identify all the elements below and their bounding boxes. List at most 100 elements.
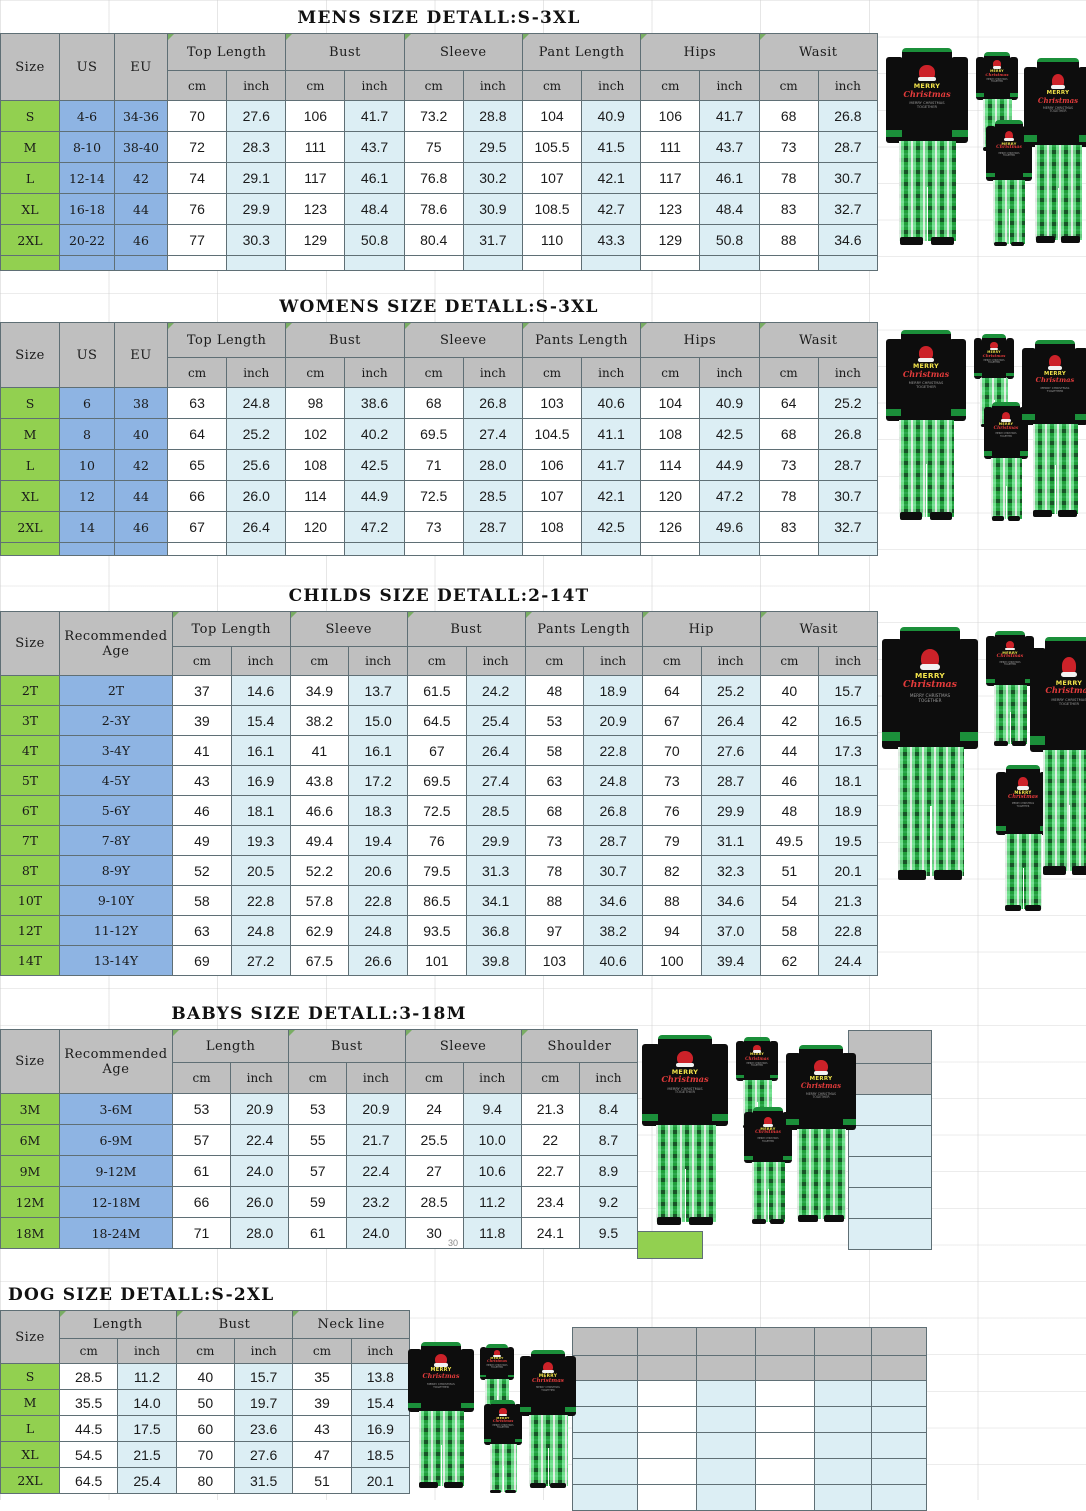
cell-measure: 107 — [521, 480, 583, 512]
cell-measure: 30.7 — [817, 480, 879, 512]
cell-measure: 16.1 — [230, 735, 291, 766]
cell-size: 5T — [0, 765, 60, 796]
cell-measure: 46 — [759, 765, 820, 796]
cell-size: S — [0, 100, 60, 132]
cell-measure: 34.6 — [817, 224, 879, 256]
cell-size: 2XL — [0, 224, 60, 256]
cell-measure: 9.4 — [462, 1093, 522, 1125]
cell-measure: 103 — [524, 945, 585, 976]
cell-size: M — [0, 131, 60, 163]
cell-measure: 78.6 — [403, 193, 464, 225]
cell-measure: 16.1 — [348, 735, 408, 766]
cell-eu: 46 — [114, 511, 168, 543]
cell-measure: 11.2 — [117, 1363, 177, 1390]
cell-measure: 29.5 — [462, 131, 523, 163]
table-row: 10T 9-10Y 58 22.8 57.8 22.8 86.5 34.1 88 34.6 88 34… — [0, 885, 878, 916]
cell-measure: 46.1 — [344, 162, 405, 194]
stray-cell-value: 30 — [448, 1238, 459, 1248]
cell-measure: 38.6 — [344, 387, 405, 419]
cell-measure: 35.5 — [58, 1389, 119, 1416]
cell-measure: 67.5 — [289, 945, 350, 976]
cell-measure: 100 — [642, 945, 702, 976]
measure-header-bust: Bust — [407, 611, 526, 647]
cell-measure: 26.4 — [465, 735, 526, 766]
cell-measure: 68 — [524, 795, 585, 826]
cell-measure: 72 — [166, 131, 228, 163]
col-header-us: US — [59, 33, 115, 101]
table-row: 14T 13-14Y 69 27.2 67.5 26.6 101 39.8 103 40.6 100… — [0, 945, 878, 976]
cell-measure: 61 — [288, 1217, 348, 1249]
table-row: L 44.5 17.5 60 23.6 43 16.9 — [0, 1415, 411, 1442]
cell-measure: 58 — [172, 885, 232, 916]
cell-measure: 28.7 — [700, 765, 761, 796]
cell-measure: 75 — [403, 131, 464, 163]
cell-us: 12-14 — [59, 162, 115, 194]
measure-header-bust: Bust — [285, 322, 405, 358]
unit-header-cm: cm — [285, 357, 346, 388]
cell-measure: 40 — [759, 675, 820, 706]
cell-measure: 32.3 — [700, 855, 761, 886]
cell-measure: 63 — [166, 387, 228, 419]
cell-empty — [59, 255, 115, 271]
cell-measure: 40.9 — [699, 387, 760, 419]
cell-size: 4T — [0, 735, 60, 766]
cell-measure: 52 — [172, 855, 232, 886]
unit-header-cm: cm — [166, 70, 228, 101]
product-photo-womens: MERRY Christmas MERRY CHRISTMAS TOGETHER ME… — [884, 320, 1086, 550]
unit-header-cm: cm — [520, 1062, 580, 1094]
cell-measure: 41 — [172, 735, 232, 766]
table-dog-overflow — [572, 1327, 927, 1511]
cell-measure: 25.4 — [117, 1467, 177, 1494]
col-header-recommended-age: Recommended Age — [59, 1029, 173, 1094]
cell-measure: 26.8 — [817, 100, 879, 132]
table-row: S 4-6 34-36 70 27.6 106 41.7 73.2 28.8 104 40.9 106… — [0, 100, 879, 132]
cell-measure: 37.0 — [700, 915, 761, 946]
table-row: S 6 38 63 24.8 98 38.6 68 26.8 103 40.6 104 40.9 64 25… — [0, 387, 879, 419]
cell-measure: 29.9 — [700, 795, 761, 826]
section-womens: WOMENS SIZE DETALL:S-3XL Size US EU Top Len… — [0, 297, 879, 556]
cell-recommended-age: 8-9Y — [59, 855, 173, 886]
cell-measure: 64 — [642, 675, 702, 706]
table-row: M 35.5 14.0 50 19.7 39 15.4 — [0, 1389, 411, 1416]
cell-measure: 50 — [175, 1389, 235, 1416]
cell-measure: 8.4 — [578, 1093, 639, 1125]
stray-green-cell — [637, 1231, 703, 1259]
unit-header-cm: cm — [524, 646, 585, 676]
cell-us: 8-10 — [59, 131, 115, 163]
cell-measure: 18.5 — [350, 1441, 411, 1468]
measure-header-sleeve: Sleeve — [289, 611, 408, 647]
cell-measure: 58 — [524, 735, 585, 766]
cell-measure: 64.5 — [58, 1467, 119, 1494]
cell-empty — [640, 255, 701, 271]
cell-empty — [285, 255, 346, 271]
cell-us: 4-6 — [59, 100, 115, 132]
cell-measure: 78 — [758, 480, 819, 512]
cell-recommended-age: 9-10Y — [59, 885, 173, 916]
cell-measure: 16.9 — [230, 765, 291, 796]
cell-measure: 14.0 — [117, 1389, 177, 1416]
cell-empty — [226, 542, 287, 556]
cell-measure: 21.5 — [117, 1441, 177, 1468]
cell-measure: 53 — [524, 705, 585, 736]
section-title-mens: MENS SIZE DETALL:S-3XL — [297, 8, 581, 28]
cell-measure: 21.3 — [520, 1093, 580, 1125]
cell-measure: 28.5 — [462, 480, 523, 512]
cell-measure: 24.4 — [818, 945, 878, 976]
cell-eu: 42 — [114, 449, 168, 481]
unit-header-cm: cm — [403, 357, 464, 388]
cell-measure: 86.5 — [407, 885, 467, 916]
cell-measure: 106 — [640, 100, 701, 132]
unit-header-cm: cm — [285, 70, 346, 101]
cell-measure: 34.1 — [465, 885, 526, 916]
cell-measure: 39 — [172, 705, 232, 736]
cell-empty — [699, 255, 760, 271]
cell-measure: 44.9 — [699, 449, 760, 481]
cell-eu: 46 — [114, 224, 168, 256]
cell-measure: 23.2 — [346, 1186, 406, 1218]
cell-measure: 76 — [642, 795, 702, 826]
cell-measure: 19.3 — [230, 825, 291, 856]
